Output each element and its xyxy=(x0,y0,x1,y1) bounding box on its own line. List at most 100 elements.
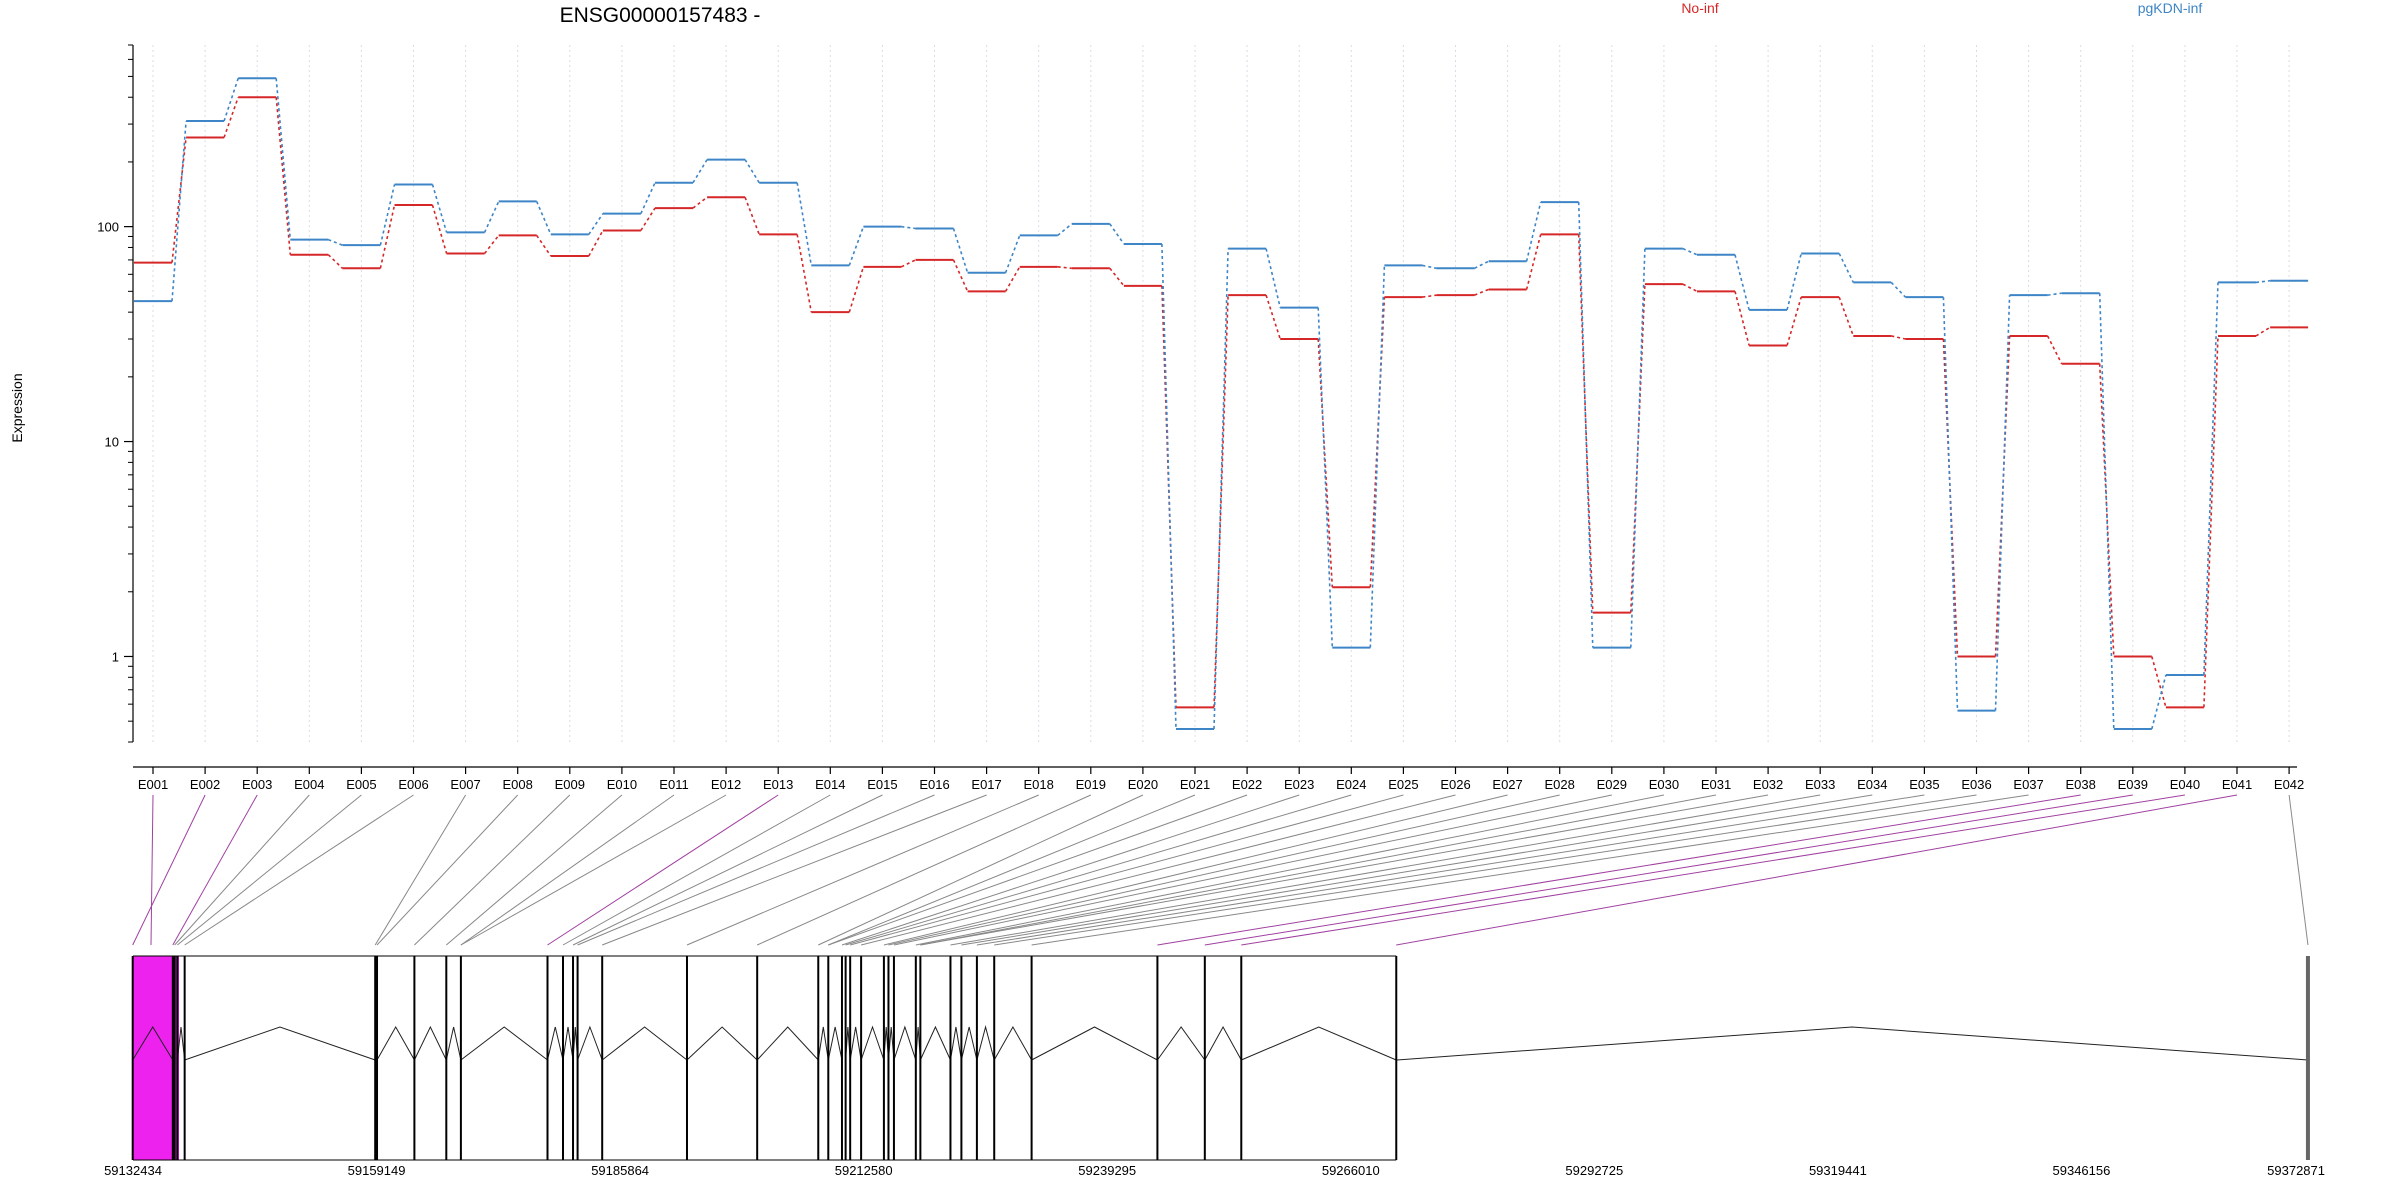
exon-connector xyxy=(828,794,1248,946)
x-tick-label: E014 xyxy=(815,777,845,792)
exon-connector xyxy=(2288,794,2309,946)
series-connector xyxy=(901,225,916,230)
series-connector xyxy=(171,137,187,263)
series-connector xyxy=(328,238,343,246)
series-connector xyxy=(1786,296,1802,346)
series-connector xyxy=(640,207,656,231)
exon-connector xyxy=(1396,794,2238,946)
exon-connector xyxy=(376,794,519,946)
series-connector xyxy=(1004,235,1021,274)
series-connector xyxy=(744,196,760,235)
x-tick-label: E028 xyxy=(1545,777,1575,792)
genomic-tick-label: 59372871 xyxy=(2267,1163,2325,1178)
intron xyxy=(1157,1026,1206,1061)
series-connector xyxy=(1994,335,2011,657)
series-connector xyxy=(431,184,448,233)
series-connector xyxy=(1525,234,1542,290)
exon-connector xyxy=(845,794,1352,946)
x-tick-label: E022 xyxy=(1232,777,1262,792)
x-tick-label: E042 xyxy=(2274,777,2304,792)
x-tick-label: E012 xyxy=(711,777,741,792)
exon-connector xyxy=(920,794,1769,946)
x-tick-label: E017 xyxy=(971,777,1001,792)
series-connector xyxy=(171,120,187,302)
series-connector xyxy=(796,182,813,266)
series-connector xyxy=(483,234,500,254)
series-connector xyxy=(1942,297,1959,711)
exon-connector xyxy=(602,794,987,946)
genomic-tick-label: 59239295 xyxy=(1078,1163,1136,1178)
y-tick-label: 100 xyxy=(97,220,119,235)
series-connector xyxy=(1057,223,1073,237)
x-tick-label: E033 xyxy=(1805,777,1835,792)
intron xyxy=(827,1026,843,1061)
exon-connector xyxy=(1204,794,2133,946)
x-tick-label: E034 xyxy=(1857,777,1887,792)
x-tick-label: E026 xyxy=(1440,777,1470,792)
series-connector xyxy=(1525,201,1542,262)
exon-connector xyxy=(172,794,258,946)
x-ticks: E001 E002 E003 E004 E005 E006 E007 E008 E009 E010… xyxy=(138,767,2304,792)
intron xyxy=(919,1025,951,1061)
intron xyxy=(949,1026,962,1061)
series-connector xyxy=(1474,288,1489,296)
x-tick-label: E021 xyxy=(1180,777,1210,792)
genomic-tick-label: 59319441 xyxy=(1809,1163,1867,1178)
x-tick-label: E032 xyxy=(1753,777,1783,792)
series-connector xyxy=(692,196,708,209)
series-connector xyxy=(379,204,396,269)
exon-connector xyxy=(920,794,1717,946)
series-connector xyxy=(1109,223,1125,245)
x-tick-label: E041 xyxy=(2222,777,2252,792)
exon-connector xyxy=(150,794,154,946)
exon-connector xyxy=(174,794,310,946)
exon-connector xyxy=(883,794,1508,946)
series-connector xyxy=(1994,295,2011,711)
intron xyxy=(460,1026,548,1061)
intron xyxy=(1396,1026,2308,1061)
y-tick-label: 10 xyxy=(105,435,119,450)
x-tick-label: E020 xyxy=(1128,777,1158,792)
genomic-tick-label: 59159149 xyxy=(348,1163,406,1178)
x-tick-label: E024 xyxy=(1336,777,1366,792)
x-tick-label: E025 xyxy=(1388,777,1418,792)
series-connector xyxy=(275,97,292,255)
series-connector xyxy=(1838,296,1855,337)
series-connector xyxy=(2151,674,2167,730)
exon-connector xyxy=(577,794,935,946)
series-connector xyxy=(1422,264,1437,270)
exon-connector xyxy=(460,794,675,946)
series-connector xyxy=(2046,335,2063,365)
series-connector xyxy=(588,213,604,235)
exon-connector xyxy=(915,794,1664,946)
x-tick-label: E003 xyxy=(242,777,272,792)
exon-connector xyxy=(818,794,1144,946)
series-connector xyxy=(1265,294,1281,340)
series-connector xyxy=(2098,293,2115,729)
series-connector xyxy=(1474,260,1489,270)
exon-connector xyxy=(562,794,831,946)
x-tick-label: E031 xyxy=(1701,777,1731,792)
genomic-tick-label: 59266010 xyxy=(1322,1163,1380,1178)
series-connector xyxy=(588,230,604,257)
grid xyxy=(152,45,2290,742)
exon-connector xyxy=(177,794,362,946)
genomic-tick-label: 59185864 xyxy=(591,1163,649,1178)
intron xyxy=(445,1026,462,1061)
series-connector xyxy=(1577,234,1594,613)
x-tick-label: E006 xyxy=(398,777,428,792)
genomic-ticks: 59132434 59159149 59185864 59212580 59239295… xyxy=(104,1163,2325,1178)
x-tick-label: E009 xyxy=(555,777,585,792)
series-connector xyxy=(1682,247,1698,256)
x-tick-label: E018 xyxy=(1024,777,1054,792)
intron xyxy=(1241,1026,1397,1061)
series-connector xyxy=(536,234,552,257)
exon-connector xyxy=(994,794,1977,946)
series-connector xyxy=(796,234,813,313)
exon-connectors xyxy=(132,794,2309,946)
intron xyxy=(562,1026,574,1061)
series-connector xyxy=(1004,266,1021,292)
intron xyxy=(893,1025,917,1061)
